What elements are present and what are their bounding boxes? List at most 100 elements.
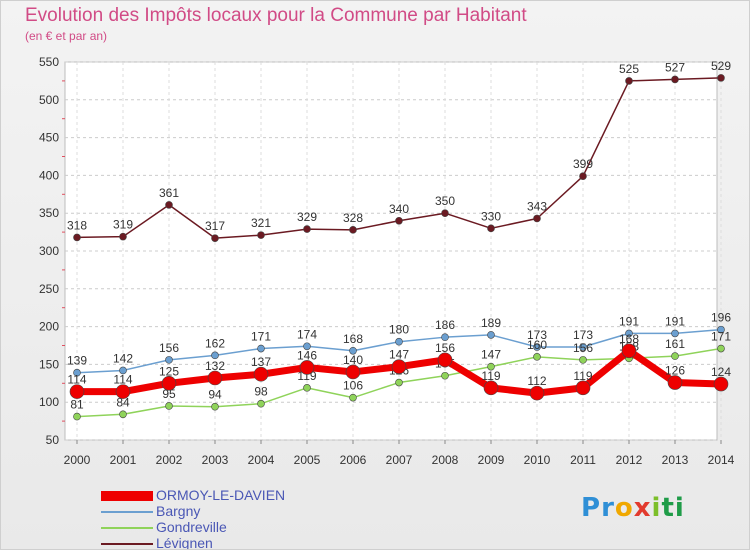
data-point [487,224,495,233]
data-point [257,344,265,353]
brand-letter: ti [661,493,685,523]
legend-label-levignen: Lévignen [156,535,213,550]
data-label: 529 [711,59,731,73]
data-point [533,343,541,351]
data-label: 126 [665,364,685,378]
data-point [529,385,545,401]
legend-swatch-bargny [101,511,153,513]
y-tick-label: 400 [39,168,59,182]
data-point [211,351,219,360]
data-point [671,75,679,84]
data-point [671,329,679,338]
data-label: 156 [159,341,179,355]
data-label: 156 [435,341,455,355]
data-point [303,384,311,392]
y-tick-label: 500 [39,93,59,107]
x-tick-label: 2011 [570,453,596,467]
data-label: 174 [297,327,317,341]
data-point [483,380,499,396]
data-point [299,360,315,375]
y-tick-label: 150 [39,357,59,371]
y-tick-label: 350 [39,206,59,220]
data-label: 161 [665,337,685,351]
x-tick-label: 2012 [616,453,643,467]
y-tick-label: 450 [39,131,59,145]
x-tick-label: 2009 [478,453,505,467]
data-point [579,343,587,351]
data-point [349,226,357,234]
data-label: 350 [435,194,455,208]
data-point [579,172,587,180]
data-label: 361 [159,186,179,200]
data-label: 171 [711,330,731,344]
data-point [349,346,357,355]
data-point [119,366,127,375]
y-tick-label: 300 [39,244,59,258]
data-label: 124 [711,365,731,379]
data-point [395,378,403,387]
data-point [395,337,403,346]
data-point [119,410,127,419]
data-label: 168 [619,332,639,346]
x-tick-label: 2013 [662,453,689,467]
legend-label-ormoy: ORMOY-LE-DAVIEN [156,487,286,503]
data-label: 180 [389,323,409,337]
data-point [165,356,173,364]
data-point [165,402,173,410]
data-label: 94 [208,388,222,402]
data-label: 140 [343,353,363,367]
x-tick-label: 2002 [156,453,183,467]
data-point [717,325,725,334]
data-label: 125 [159,364,179,378]
data-label: 340 [389,202,409,216]
x-tick-label: 2014 [708,453,735,467]
brand-letter: P [581,493,602,523]
data-label: 319 [113,218,133,232]
y-tick-label: 550 [39,55,59,69]
data-label: 98 [254,385,268,399]
legend-label-bargny: Bargny [156,503,201,519]
data-point [119,232,127,241]
data-label: 106 [343,379,363,393]
data-point [533,353,541,361]
data-label: 119 [481,369,500,383]
data-label: 173 [573,328,593,342]
legend-swatch-gondreville [101,527,153,529]
data-point [69,384,85,399]
data-point [717,344,725,353]
data-label: 191 [619,314,639,328]
data-point [253,366,269,382]
x-tick-label: 2010 [524,453,551,467]
brand-letter: x [633,493,652,523]
x-tick-label: 2004 [248,453,275,467]
data-point [533,214,541,223]
x-tick-label: 2006 [340,453,367,467]
data-label: 147 [389,348,409,362]
data-label: 168 [343,332,363,346]
data-point [441,371,449,380]
data-label: 139 [67,354,87,368]
data-point [441,209,449,217]
data-point [671,352,679,360]
y-tick-label: 100 [39,395,59,409]
brand-letter: r [601,493,615,523]
data-point [73,233,81,242]
data-label: 156 [573,341,593,355]
x-tick-label: 2001 [110,453,137,467]
data-point [349,393,357,402]
y-tick-label: 50 [46,433,60,447]
data-point [211,402,219,411]
data-label: 329 [297,210,317,224]
x-tick-label: 2008 [432,453,459,467]
data-label: 189 [481,316,501,330]
data-point [575,380,591,396]
brand-letter: i [651,493,662,523]
x-tick-label: 2000 [64,453,91,467]
data-label: 81 [70,398,84,412]
data-label: 84 [116,395,130,409]
data-point [487,331,495,339]
x-tick-label: 2005 [294,453,321,467]
data-label: 191 [665,314,685,328]
